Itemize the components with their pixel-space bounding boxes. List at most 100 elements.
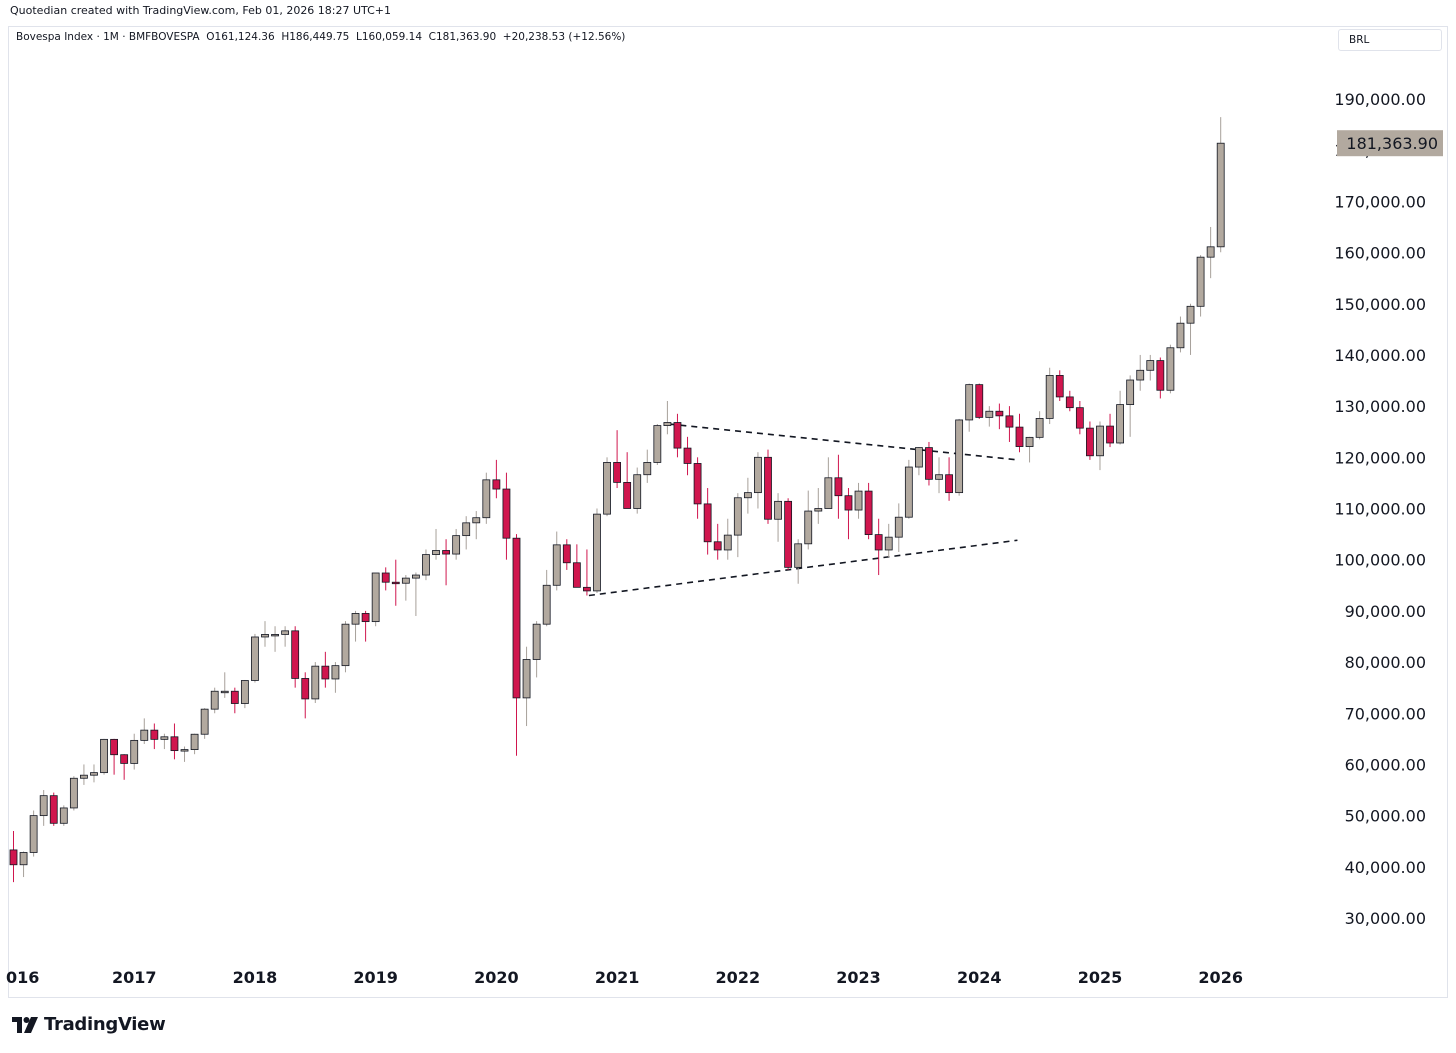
candle-body-down (1055, 375, 1064, 398)
candle-body-up (1126, 379, 1135, 405)
candle (1136, 354, 1145, 391)
last-price-label: 181,363.90 (1346, 134, 1438, 153)
candle-body-up (160, 736, 169, 740)
candle-body-up (271, 634, 279, 637)
candle-body-down (945, 474, 953, 494)
candle (230, 687, 239, 714)
candle (170, 723, 179, 760)
candle-body-up (311, 665, 320, 700)
symbol-legend: Bovespa Index · 1M · BMFBOVESPA O161,124… (16, 31, 626, 43)
time-axis[interactable]: 016 2017 2018 2019 2020 2021 2022 2023 2024 2025 2… (6, 968, 1243, 987)
candle (361, 610, 370, 642)
trendline[interactable] (669, 423, 1018, 461)
candle (411, 572, 420, 616)
candle (19, 851, 28, 878)
x-tick-label: 2026 (1198, 968, 1243, 987)
candle (583, 549, 591, 596)
candle-body-down (1086, 427, 1094, 457)
candle (572, 544, 581, 588)
candle-body-up (804, 510, 813, 545)
candle-body-down (321, 665, 330, 680)
candle (190, 733, 199, 755)
candle (965, 383, 974, 432)
x-tick-label: 016 (6, 968, 39, 987)
currency-selector[interactable]: BRL (1338, 29, 1442, 51)
candle (240, 679, 249, 709)
candle (442, 539, 450, 586)
candle-body-down (1106, 425, 1114, 444)
chart-frame[interactable] (8, 26, 1448, 998)
y-tick-label: 110,000.00 (1334, 500, 1426, 519)
candle-body-up (411, 574, 420, 579)
x-tick-label: 2024 (957, 968, 1002, 987)
candle-body-up (733, 497, 742, 536)
candle-body-up (814, 508, 823, 512)
candle (894, 503, 903, 553)
candle-body-up (824, 477, 833, 509)
candle (683, 436, 692, 476)
candle-body-up (965, 384, 974, 421)
candle (562, 539, 571, 570)
candle-body-down (120, 754, 129, 764)
candle (220, 672, 229, 698)
candle-body-up (452, 535, 461, 555)
candle (743, 477, 752, 514)
candle-body-down (1015, 426, 1024, 447)
candle (110, 738, 118, 775)
candle (834, 454, 843, 519)
candle-body-up (1096, 425, 1104, 457)
candle (904, 459, 913, 519)
candle (120, 754, 129, 780)
candle-body-up (59, 807, 68, 824)
candle-body-down (492, 479, 501, 490)
candle-body-up (743, 492, 752, 499)
candle-body-down (583, 586, 591, 592)
price-axis[interactable]: 30,000.00 40,000.00 50,000.00 60,000.00 70,0… (1334, 90, 1426, 928)
candle (422, 549, 430, 581)
candle (824, 457, 833, 509)
candle-body-up (351, 613, 360, 625)
candle-body-up (210, 690, 219, 710)
candle (502, 472, 511, 560)
candle (281, 626, 290, 647)
candle (1015, 413, 1024, 453)
candle (261, 621, 269, 647)
candle (180, 746, 189, 762)
candle-body-up (462, 522, 471, 537)
candle-body-down (502, 488, 511, 539)
x-tick-label: 2020 (474, 968, 519, 987)
candle (1045, 367, 1054, 425)
y-tick-label: 140,000.00 (1334, 346, 1426, 365)
candle (593, 508, 601, 593)
trendline[interactable] (588, 539, 1018, 597)
candle-body-up (985, 410, 994, 418)
candle (603, 457, 611, 517)
candlestick-chart[interactable]: 30,000.00 40,000.00 50,000.00 60,000.00 70,0… (0, 0, 1456, 1000)
candle-body-up (884, 536, 893, 551)
candle-body-down (512, 537, 521, 699)
candle (874, 518, 883, 576)
tradingview-logo[interactable]: TradingView (12, 1014, 166, 1035)
candle-body-up (522, 659, 531, 699)
candle (693, 457, 702, 519)
candle (462, 516, 471, 550)
candle-body-down (442, 550, 450, 555)
candle-body-down (613, 462, 621, 483)
candles (9, 117, 1225, 883)
candle-body-up (532, 623, 541, 660)
candle (884, 523, 893, 558)
candle (1116, 390, 1124, 445)
candle-body-down (693, 463, 702, 505)
candle (140, 718, 149, 744)
trendlines (588, 423, 1018, 597)
candle-body-up (240, 680, 249, 704)
candle (1075, 401, 1084, 435)
candle-body-down (1005, 415, 1014, 428)
candle (90, 764, 98, 783)
y-tick-label: 120,000.00 (1334, 448, 1426, 467)
candle (160, 733, 169, 750)
candle-body-up (774, 500, 782, 520)
candle-body-up (341, 623, 350, 667)
candle-body-down (9, 849, 18, 866)
candle (864, 482, 873, 540)
